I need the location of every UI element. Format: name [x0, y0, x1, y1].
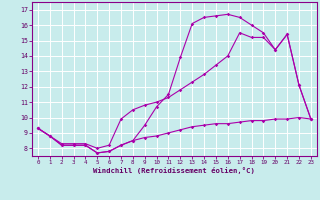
X-axis label: Windchill (Refroidissement éolien,°C): Windchill (Refroidissement éolien,°C) — [93, 167, 255, 174]
